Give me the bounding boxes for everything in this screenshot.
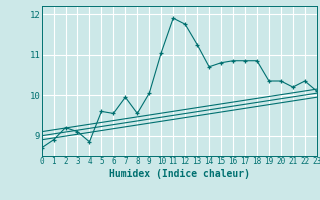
X-axis label: Humidex (Indice chaleur): Humidex (Indice chaleur)	[109, 169, 250, 179]
